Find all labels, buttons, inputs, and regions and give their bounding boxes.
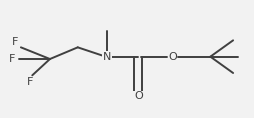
Text: O: O <box>168 52 177 62</box>
Text: F: F <box>27 77 33 87</box>
Text: N: N <box>103 52 111 62</box>
Text: F: F <box>11 36 18 46</box>
Text: F: F <box>9 54 15 64</box>
Text: O: O <box>134 91 143 101</box>
